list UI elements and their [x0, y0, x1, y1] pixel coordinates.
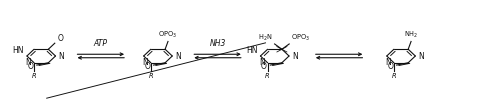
Text: R: R [149, 73, 153, 79]
Text: N: N [25, 58, 31, 67]
Text: HN: HN [246, 46, 258, 55]
Text: R: R [265, 73, 270, 79]
Text: N: N [175, 52, 181, 60]
Text: OPO$_3$: OPO$_3$ [291, 33, 310, 43]
Text: N: N [259, 58, 265, 67]
Text: O: O [261, 62, 267, 71]
Text: NH3: NH3 [209, 39, 226, 48]
Text: N: N [385, 58, 391, 67]
Text: HN: HN [12, 46, 24, 55]
Text: N: N [58, 52, 64, 60]
Text: O: O [57, 34, 63, 43]
Text: R: R [32, 73, 36, 79]
Text: N: N [292, 52, 298, 60]
Text: ATP: ATP [94, 39, 108, 48]
Text: O: O [28, 62, 33, 71]
Text: OPO$_3$: OPO$_3$ [158, 30, 177, 40]
Text: O: O [387, 62, 393, 71]
Text: N: N [142, 58, 148, 67]
Text: H$_2$N: H$_2$N [258, 33, 272, 43]
Text: NH$_2$: NH$_2$ [404, 30, 418, 40]
Text: N: N [418, 52, 424, 60]
Text: R: R [391, 73, 396, 79]
Text: O: O [144, 62, 150, 71]
